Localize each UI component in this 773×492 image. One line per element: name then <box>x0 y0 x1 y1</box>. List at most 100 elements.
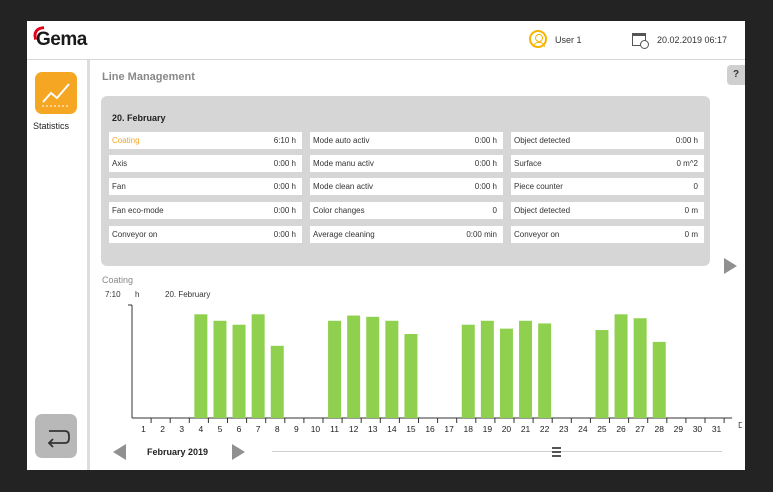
panel-date: 20. February <box>112 113 166 123</box>
summary-cell-value: 0:00 h <box>273 182 296 191</box>
summary-cell-value: 0 m <box>684 230 698 239</box>
summary-cell: Average cleaning 0:00 min <box>310 226 503 243</box>
x-tick-label: 25 <box>597 424 607 434</box>
x-tick-label: 2 <box>160 424 165 434</box>
chart-bar[interactable] <box>194 314 208 418</box>
x-tick-label: 16 <box>425 424 435 434</box>
summary-cell: Axis 0:00 h <box>109 155 302 172</box>
summary-cell: Coating 6:10 h <box>109 132 302 149</box>
next-month-arrow-icon[interactable] <box>232 444 245 460</box>
summary-cell-label: Average cleaning <box>313 230 375 239</box>
x-tick-label: 28 <box>655 424 665 434</box>
chart-bar[interactable] <box>328 320 342 418</box>
x-tick-label: 1 <box>141 424 146 434</box>
chart-bar[interactable] <box>270 345 284 418</box>
chart-bar[interactable] <box>614 314 628 418</box>
previous-month-arrow-icon[interactable] <box>113 444 126 460</box>
x-axis-label: Day <box>738 421 742 430</box>
x-tick-label: 17 <box>444 424 454 434</box>
x-tick-label: 29 <box>674 424 684 434</box>
chart-bar[interactable] <box>251 314 265 418</box>
scroll-track <box>272 451 722 452</box>
summary-cell-label: Fan <box>112 182 126 191</box>
summary-cell-value: 0:00 h <box>273 230 296 239</box>
scroll-handle[interactable] <box>552 445 561 458</box>
chart-title: Coating <box>102 275 134 285</box>
statistics-button[interactable] <box>35 72 77 114</box>
chart-bar[interactable] <box>652 341 666 418</box>
x-tick-label: 21 <box>521 424 531 434</box>
summary-cell: Fan eco-mode 0:00 h <box>109 202 302 219</box>
date-time: 20.02.2019 06:17 <box>657 35 728 45</box>
summary-cell-label: Axis <box>112 159 128 168</box>
help-button[interactable]: ? <box>727 65 745 85</box>
chart-bar[interactable] <box>385 320 399 418</box>
summary-cell-value: 0 m <box>684 206 698 215</box>
chart-bar[interactable] <box>519 320 533 418</box>
x-tick-label: 13 <box>368 424 378 434</box>
x-tick-label: 9 <box>294 424 299 434</box>
chart-bar[interactable] <box>499 328 513 418</box>
summary-cell: Conveyor on 0:00 h <box>109 226 302 243</box>
chart-bar[interactable] <box>404 333 418 418</box>
summary-cell-label: Conveyor on <box>112 230 158 239</box>
x-tick-label: 4 <box>198 424 203 434</box>
chart-bar[interactable] <box>538 323 552 418</box>
app-screen: Gema User 1 20.02.2019 06:17 Statistics … <box>27 21 745 470</box>
x-tick-label: 7 <box>256 424 261 434</box>
x-tick-label: 22 <box>540 424 550 434</box>
summary-cell: Color changes 0 <box>310 202 503 219</box>
summary-cell-label: Surface <box>514 159 542 168</box>
sidebar: Statistics <box>27 60 90 470</box>
summary-cell-label: Mode clean activ <box>313 182 374 191</box>
x-tick-label: 12 <box>349 424 359 434</box>
summary-cell: Surface 0 m^2 <box>511 155 704 172</box>
statistics-label: Statistics <box>33 121 70 131</box>
next-page-arrow-icon[interactable] <box>724 258 737 274</box>
x-tick-label: 26 <box>616 424 626 434</box>
x-tick-label: 15 <box>406 424 416 434</box>
x-tick-label: 8 <box>275 424 280 434</box>
clock-icon <box>640 40 649 49</box>
top-bar: Gema User 1 20.02.2019 06:17 <box>27 21 745 60</box>
x-tick-label: 23 <box>559 424 569 434</box>
x-tick-label: 6 <box>237 424 242 434</box>
x-tick-label: 18 <box>464 424 474 434</box>
summary-cell-label[interactable]: Coating <box>112 136 140 145</box>
x-tick-label: 27 <box>635 424 645 434</box>
chart-bar[interactable] <box>480 320 494 418</box>
chart-bar[interactable] <box>232 324 246 418</box>
summary-cell-value: 0:00 h <box>675 136 698 145</box>
y-axis-max-label: 7:10 <box>105 290 121 299</box>
summary-cell-value: 0:00 h <box>474 182 497 191</box>
back-button[interactable] <box>35 414 77 458</box>
chart-bar[interactable] <box>595 330 609 418</box>
chart-bar[interactable] <box>461 324 475 418</box>
x-tick-label: 31 <box>712 424 722 434</box>
user-icon[interactable] <box>529 30 547 48</box>
y-axis-unit: h <box>135 290 140 299</box>
x-tick-label: 20 <box>502 424 512 434</box>
summary-cell-label: Piece counter <box>514 182 563 191</box>
summary-cell-value: 0:00 h <box>273 159 296 168</box>
chart-subtitle: 20. February <box>165 290 211 299</box>
summary-cell: Mode manu activ 0:00 h <box>310 155 503 172</box>
x-tick-label: 11 <box>330 424 339 434</box>
chart-bar[interactable] <box>633 318 647 418</box>
summary-cell-label: Object detected <box>514 136 571 145</box>
summary-cell-label: Mode manu activ <box>313 159 374 168</box>
chart-trend-icon <box>42 83 70 107</box>
summary-cell: Mode clean activ 0:00 h <box>310 178 503 195</box>
x-tick-label: 3 <box>179 424 184 434</box>
summary-cell-label: Mode auto activ <box>313 136 370 145</box>
user-label[interactable]: User 1 <box>555 35 582 45</box>
chart-bar[interactable] <box>347 315 361 418</box>
summary-cell: Object detected 0:00 h <box>511 132 704 149</box>
x-tick-label: 10 <box>311 424 321 434</box>
summary-cell: Object detected 0 m <box>511 202 704 219</box>
x-tick-label: 19 <box>483 424 493 434</box>
chart-bar[interactable] <box>213 320 227 418</box>
summary-cell-value: 0 m^2 <box>676 159 698 168</box>
gema-logo: Gema <box>36 29 87 50</box>
chart-bar[interactable] <box>366 316 380 418</box>
